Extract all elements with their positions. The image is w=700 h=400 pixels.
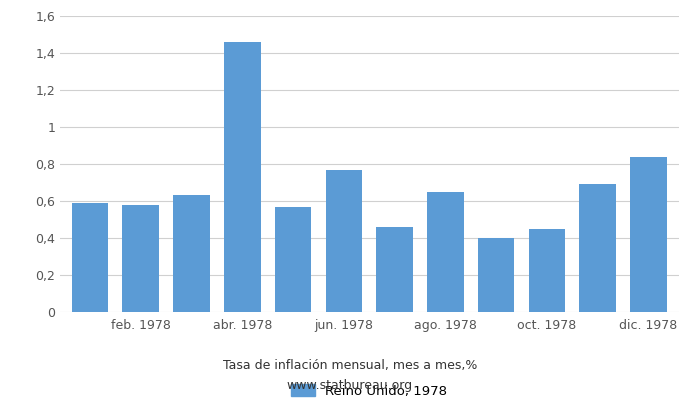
Bar — [478, 238, 514, 312]
Bar — [427, 192, 463, 312]
Legend: Reino Unido, 1978: Reino Unido, 1978 — [291, 384, 447, 398]
Bar — [71, 203, 108, 312]
Bar — [122, 205, 159, 312]
Bar — [580, 184, 616, 312]
Bar — [630, 157, 667, 312]
Bar — [275, 206, 312, 312]
Bar — [326, 170, 362, 312]
Text: Tasa de inflación mensual, mes a mes,%: Tasa de inflación mensual, mes a mes,% — [223, 360, 477, 372]
Text: www.statbureau.org: www.statbureau.org — [287, 380, 413, 392]
Bar — [173, 196, 210, 312]
Bar — [528, 229, 566, 312]
Bar — [224, 42, 260, 312]
Bar — [377, 227, 413, 312]
